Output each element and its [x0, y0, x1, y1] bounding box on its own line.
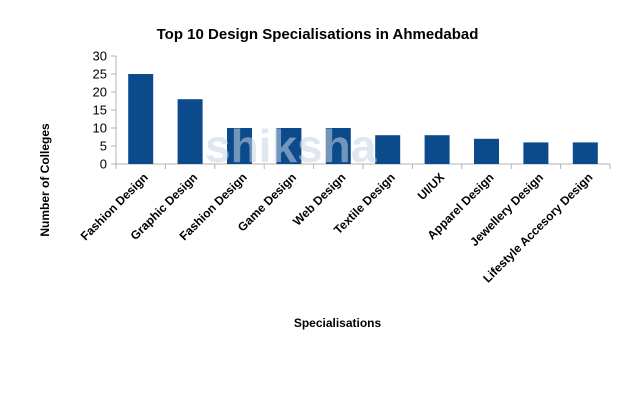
watermark: shiksha: [205, 120, 377, 172]
bar: [325, 128, 351, 164]
y-tick-label: 20: [93, 85, 107, 100]
bar: [572, 142, 598, 164]
bar: [128, 74, 154, 164]
chart-title: Top 10 Design Specialisations in Ahmedab…: [156, 26, 479, 43]
bar: [276, 128, 302, 164]
y-tick-label: 10: [93, 121, 107, 136]
bar: [375, 135, 401, 164]
x-axis-label: Specialisations: [293, 316, 382, 330]
x-tick-label: UI/UX: [415, 170, 448, 203]
bar: [474, 138, 499, 164]
y-tick-label: 25: [93, 67, 107, 82]
bar: [177, 99, 203, 164]
y-tick-label: 5: [100, 139, 107, 154]
bar: [523, 142, 549, 164]
y-tick-label: 15: [93, 103, 107, 118]
y-tick-label: 30: [93, 49, 107, 64]
bar: [227, 128, 252, 164]
y-tick-label: 0: [100, 157, 107, 172]
bar: [424, 135, 450, 164]
